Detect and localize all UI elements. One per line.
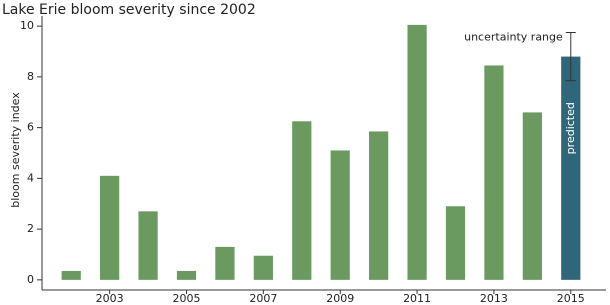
y-tick-label: 4: [27, 171, 34, 184]
y-tick-label: 6: [27, 121, 34, 134]
bar: [484, 65, 504, 280]
x-tick-label: 2009: [326, 292, 354, 305]
x-tick-label: 2005: [173, 292, 201, 305]
bar: [138, 211, 158, 280]
bar: [522, 112, 542, 280]
x-tick-label: 2013: [480, 292, 508, 305]
bar: [330, 150, 350, 280]
chart-title: Lake Erie bloom severity since 2002: [2, 2, 256, 18]
bar: [100, 175, 120, 280]
x-tick-label: 2007: [249, 292, 277, 305]
error-annotation: uncertainty range: [464, 30, 563, 43]
bar: [407, 24, 427, 280]
bar: [445, 206, 466, 280]
x-tick-label: 2011: [403, 292, 431, 305]
bar: [369, 131, 389, 280]
bar: [253, 255, 273, 280]
y-tick-label: 2: [27, 222, 34, 235]
bar: [215, 246, 235, 280]
bar: [61, 270, 81, 280]
y-tick-label: 10: [20, 19, 34, 32]
bar-annotation: predicted: [564, 102, 577, 154]
y-tick-label: 8: [27, 70, 34, 83]
x-tick-label: 2003: [96, 292, 124, 305]
bar: [292, 121, 312, 280]
y-tick-label: 0: [27, 273, 34, 286]
x-tick-label: 2015: [557, 292, 585, 305]
y-axis-label: bloom severity index: [9, 92, 22, 208]
bar: [176, 270, 197, 280]
bar: [561, 56, 581, 280]
